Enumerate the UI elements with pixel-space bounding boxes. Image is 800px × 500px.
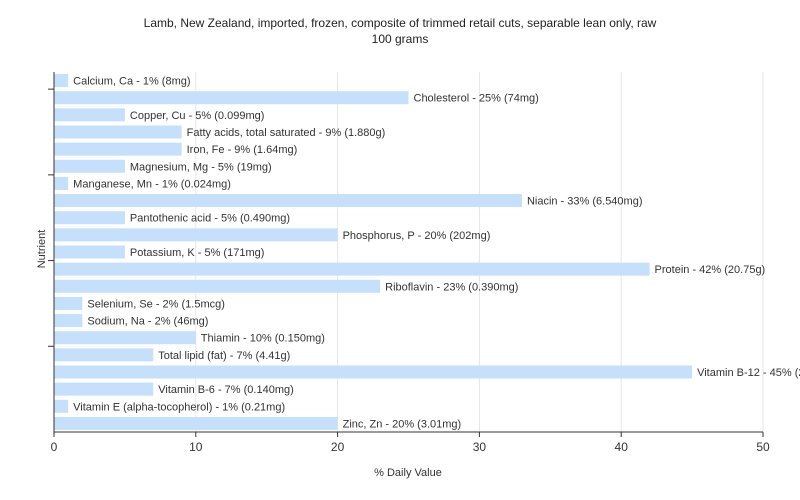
bar: [54, 262, 650, 276]
bar-label: Phosphorus, P - 20% (202mg): [343, 230, 491, 242]
bar-label: Iron, Fe - 9% (1.64mg): [187, 144, 298, 156]
bar: [54, 91, 409, 105]
bar: [54, 348, 154, 362]
bar-label: Thiamin - 10% (0.150mg): [201, 333, 325, 345]
bar: [54, 176, 69, 190]
chart-title: Lamb, New Zealand, imported, frozen, com…: [143, 16, 657, 30]
y-axis-label: Nutrient: [36, 230, 48, 269]
x-tick-label: 10: [189, 440, 203, 454]
bar: [54, 296, 83, 310]
bar: [54, 279, 381, 293]
bar-label: Cholesterol - 25% (74mg): [414, 93, 539, 105]
bar: [54, 314, 83, 328]
bar-label: Potassium, K - 5% (171mg): [130, 247, 265, 259]
bar-label: Calcium, Ca - 1% (8mg): [73, 76, 190, 88]
bar: [54, 194, 522, 208]
bar-label: Niacin - 33% (6.540mg): [527, 196, 643, 208]
bar-label: Magnesium, Mg - 5% (19mg): [130, 161, 272, 173]
chart-subtitle: 100 grams: [371, 32, 429, 46]
x-tick-label: 50: [756, 440, 770, 454]
x-tick-label: 0: [51, 440, 58, 454]
x-tick-label: 30: [473, 440, 487, 454]
bar-label: Pantothenic acid - 5% (0.490mg): [130, 213, 290, 225]
bar: [54, 228, 338, 242]
bar: [54, 74, 69, 88]
bar-label: Fatty acids, total saturated - 9% (1.880…: [187, 127, 386, 139]
bar-label: Copper, Cu - 5% (0.099mg): [130, 110, 265, 122]
x-axis-label: % Daily Value: [374, 467, 442, 479]
bars: [54, 74, 693, 430]
x-tick-label: 40: [615, 440, 629, 454]
bar-label: Riboflavin - 23% (0.390mg): [385, 281, 518, 293]
bar-label: Manganese, Mn - 1% (0.024mg): [73, 178, 231, 190]
bar: [54, 211, 125, 225]
bar-label: Protein - 42% (20.75g): [655, 264, 766, 276]
bar-label: Selenium, Se - 2% (1.5mcg): [87, 298, 225, 310]
bar: [54, 382, 154, 396]
bar: [54, 416, 338, 430]
bar-label: Total lipid (fat) - 7% (4.41g): [158, 350, 290, 362]
bar: [54, 159, 125, 173]
bar-label: Sodium, Na - 2% (46mg): [87, 316, 208, 328]
bar-label: Vitamin B-6 - 7% (0.140mg): [158, 384, 294, 396]
bar: [54, 108, 125, 122]
bar: [54, 125, 182, 139]
x-tick-label: 20: [331, 440, 345, 454]
bar: [54, 331, 196, 345]
bar: [54, 365, 693, 379]
bar-label: Zinc, Zn - 20% (3.01mg): [343, 418, 462, 430]
bar: [54, 399, 69, 413]
bar-label: Vitamin B-12 - 45% (2.71mcg): [697, 367, 800, 379]
bar-label: Vitamin E (alpha-tocopherol) - 1% (0.21m…: [73, 401, 285, 413]
bar: [54, 245, 125, 259]
axes: 0 10 20 30 40 50: [48, 72, 770, 454]
data-labels: Calcium, Ca - 1% (8mg) Cholesterol - 25% …: [73, 76, 800, 431]
bar: [54, 142, 182, 156]
